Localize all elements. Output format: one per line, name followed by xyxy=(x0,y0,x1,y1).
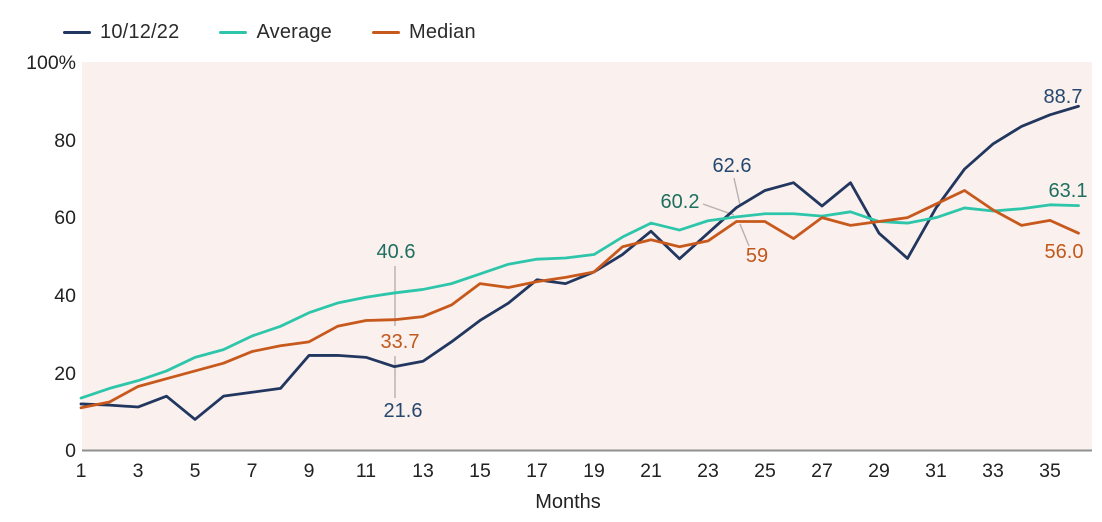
x-tick-11: 11 xyxy=(356,460,376,482)
x-axis-labels: 1 3 5 7 9 11 13 15 17 19 21 23 25 27 29 … xyxy=(76,460,1061,482)
data-label-60-2: 60.2 xyxy=(661,191,700,213)
chart-legend: 10/12/22 Average Median xyxy=(63,18,476,46)
annotation-labels: 40.6 33.7 21.6 62.6 60.2 59 88.7 63.1 56.0 xyxy=(377,86,1088,422)
series-line-average xyxy=(79,203,1080,400)
x-tick-29: 29 xyxy=(868,460,890,482)
y-tick-60: 60 xyxy=(54,207,76,229)
x-axis-title: Months xyxy=(535,491,601,513)
x-tick-17: 17 xyxy=(526,460,548,482)
legend-item-10-12-22[interactable]: 10/12/22 xyxy=(63,21,179,44)
data-label-62-6: 62.6 xyxy=(713,155,752,177)
y-tick-40: 40 xyxy=(54,285,76,307)
series-lines xyxy=(79,104,1080,421)
annotation-leader-lines xyxy=(394,177,750,398)
legend-swatch-teal xyxy=(219,30,248,34)
x-tick-3: 3 xyxy=(133,460,144,482)
legend-swatch-navy xyxy=(63,30,91,34)
leader-line xyxy=(733,177,741,206)
y-tick-20: 20 xyxy=(54,363,76,385)
legend-label: Median xyxy=(408,20,476,43)
data-label-59: 59 xyxy=(746,245,768,267)
data-label-40-6: 40.6 xyxy=(377,241,416,263)
x-tick-27: 27 xyxy=(811,460,833,482)
leader-line xyxy=(739,223,750,247)
x-tick-5: 5 xyxy=(190,460,201,482)
x-tick-21: 21 xyxy=(640,460,662,482)
x-tick-19: 19 xyxy=(583,460,605,482)
data-label-88-7: 88.7 xyxy=(1044,86,1083,108)
x-tick-35: 35 xyxy=(1039,460,1061,482)
series-line-10-12-22 xyxy=(79,104,1080,421)
legend-label: 10/12/22 xyxy=(100,20,180,43)
data-label-33-7: 33.7 xyxy=(381,331,420,353)
series-line-median xyxy=(79,189,1080,410)
x-tick-9: 9 xyxy=(304,460,315,482)
x-tick-23: 23 xyxy=(697,460,719,482)
legend-item-average[interactable]: Average xyxy=(219,21,332,44)
x-tick-25: 25 xyxy=(754,460,776,482)
data-label-21-6: 21.6 xyxy=(384,400,423,422)
y-tick-0: 0 xyxy=(65,440,76,462)
y-axis-labels: 100% 80 60 40 20 0 xyxy=(26,52,76,462)
x-tick-1: 1 xyxy=(76,460,87,482)
legend-label: Average xyxy=(256,20,332,43)
x-tick-13: 13 xyxy=(412,460,434,482)
data-label-56-0: 56.0 xyxy=(1045,241,1084,263)
legend-item-median[interactable]: Median xyxy=(371,20,476,44)
data-label-63-1: 63.1 xyxy=(1049,180,1088,202)
y-tick-100: 100% xyxy=(26,52,76,74)
x-tick-7: 7 xyxy=(247,460,258,482)
x-tick-15: 15 xyxy=(469,460,491,482)
x-tick-33: 33 xyxy=(982,460,1004,482)
y-tick-80: 80 xyxy=(54,130,76,152)
legend-swatch-orange xyxy=(371,30,400,34)
x-tick-31: 31 xyxy=(925,460,947,482)
